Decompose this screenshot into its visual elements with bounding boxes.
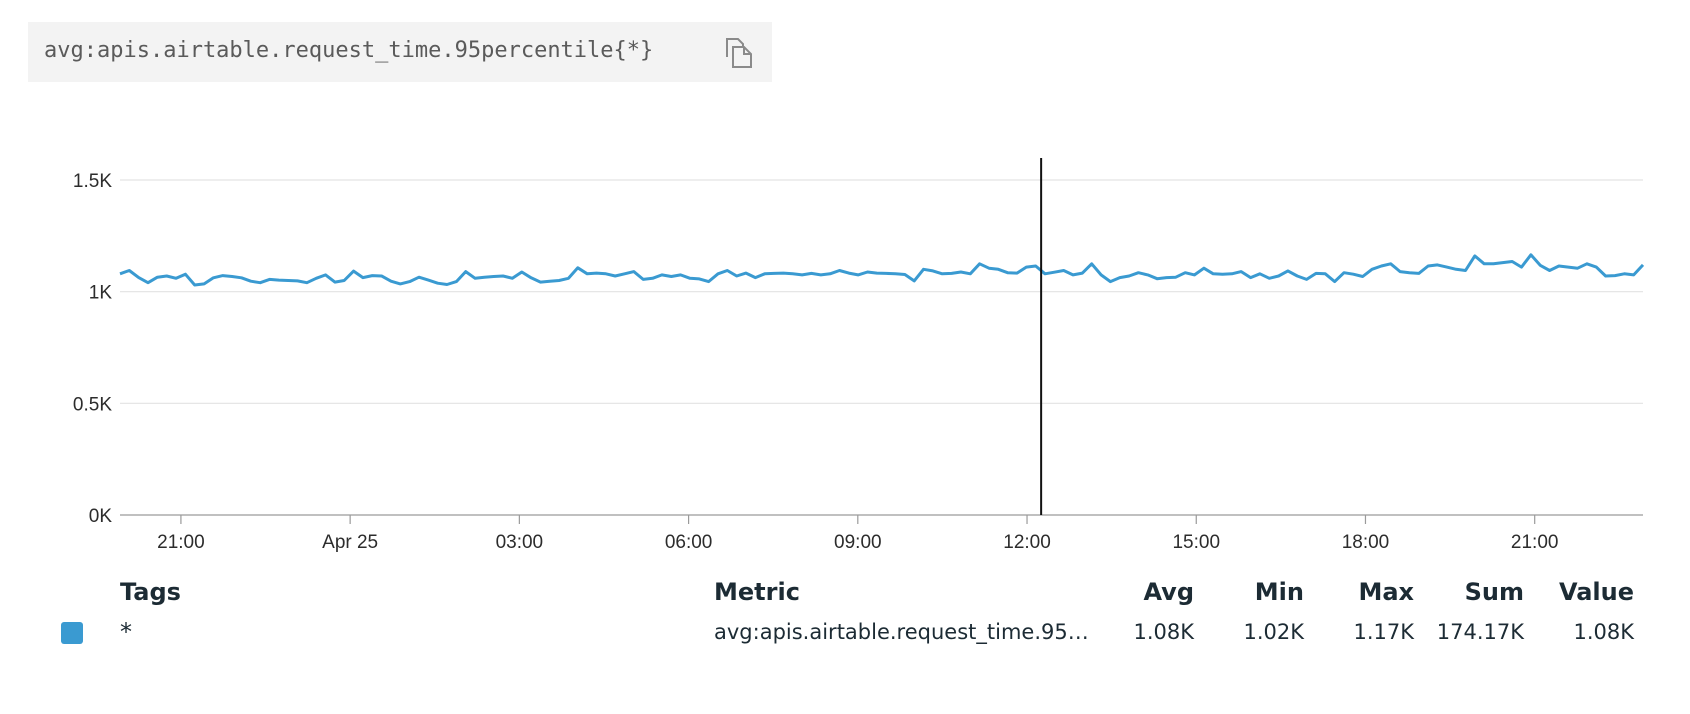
y-tick-label: 1.5K	[73, 171, 112, 192]
legend-header-min[interactable]: Min	[1254, 578, 1304, 606]
legend-header-tags[interactable]: Tags	[120, 578, 181, 606]
legend-header-sum[interactable]: Sum	[1464, 578, 1524, 606]
x-tick-label: 15:00	[1172, 532, 1220, 553]
x-tick-label: 03:00	[496, 532, 544, 553]
x-tick-label: Apr 25	[322, 532, 378, 553]
timeseries-chart[interactable]: 0K 0.5K 1K 1.5K 21:00 Apr 25 03:00 06:00 09:00 12…	[0, 140, 1690, 560]
x-tick-label: 21:00	[1511, 532, 1559, 553]
copy-icon[interactable]	[716, 33, 756, 73]
legend-row-value: 1.08K	[1573, 620, 1634, 644]
y-tick-label: 1K	[89, 283, 113, 304]
legend-header-value[interactable]: Value	[1558, 578, 1634, 606]
legend-row-tags: *	[120, 618, 132, 646]
x-tick-label: 12:00	[1003, 532, 1051, 553]
legend-row-min: 1.02K	[1243, 620, 1304, 644]
legend-header-avg[interactable]: Avg	[1143, 578, 1194, 606]
y-tick-label: 0K	[89, 506, 113, 527]
y-tick-label: 0.5K	[73, 394, 112, 415]
legend-row-avg: 1.08K	[1133, 620, 1194, 644]
x-tick-label: 18:00	[1342, 532, 1390, 553]
x-tick-label: 06:00	[665, 532, 713, 553]
legend-header-metric[interactable]: Metric	[714, 578, 800, 606]
x-tick-label: 21:00	[157, 532, 205, 553]
chart-svg[interactable]: 0K 0.5K 1K 1.5K 21:00 Apr 25 03:00 06:00 09:00 12…	[0, 140, 1690, 560]
legend-row-max: 1.17K	[1353, 620, 1414, 644]
series-color-swatch[interactable]	[61, 622, 83, 644]
legend-row-metric: avg:apis.airtable.request_time.95…	[714, 620, 1089, 644]
legend-row-sum: 174.17K	[1436, 620, 1524, 644]
legend-table: Tags Metric Avg Min Max Sum Value * avg:…	[0, 570, 1690, 710]
series-line	[119, 253, 1645, 287]
query-text: avg:apis.airtable.request_time.95percent…	[44, 38, 654, 63]
x-tick-label: 09:00	[834, 532, 882, 553]
legend-header-max[interactable]: Max	[1358, 578, 1414, 606]
query-box: avg:apis.airtable.request_time.95percent…	[28, 22, 772, 82]
